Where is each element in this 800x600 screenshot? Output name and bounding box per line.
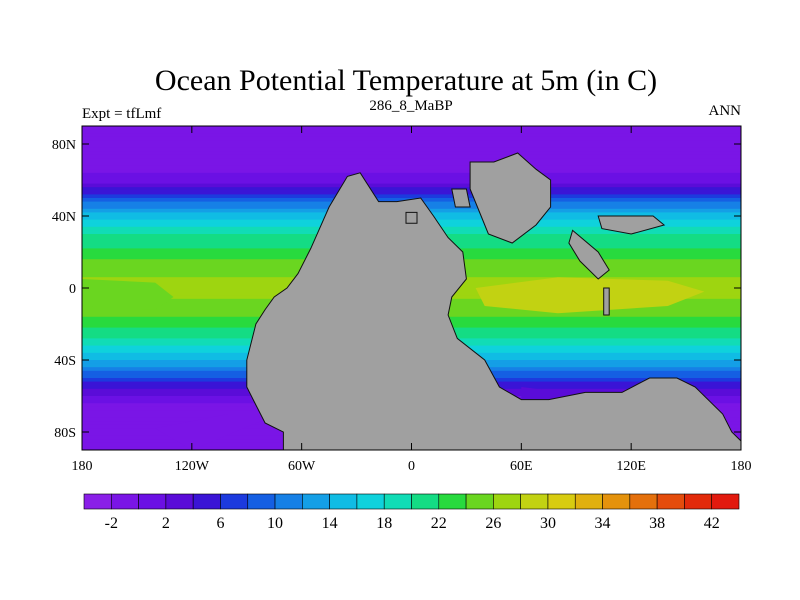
colorbar-swatch: [465, 493, 494, 510]
colorbar-swatch: [574, 493, 603, 510]
temperature-band: [82, 187, 741, 192]
colorbar-tick-label: 26: [485, 515, 501, 532]
colorbar-swatch: [329, 493, 358, 510]
temperature-band: [82, 154, 741, 159]
x-tick-label: 120E: [616, 459, 646, 474]
colorbar: [83, 493, 740, 510]
colorbar-tick-label: 38: [649, 515, 665, 532]
colorbar-swatch: [547, 493, 576, 510]
island-equator: [603, 287, 610, 316]
temperature-band: [82, 147, 741, 152]
colorbar-tick-label: 34: [595, 515, 611, 532]
island-north: [451, 188, 471, 208]
colorbar-swatch: [247, 493, 276, 510]
colorbar-tick-label: 2: [162, 515, 170, 532]
colorbar-tick-label: -2: [105, 515, 118, 532]
colorbar-tick-label: 42: [704, 515, 720, 532]
colorbar-swatch: [602, 493, 631, 510]
colorbar-tick-label: 14: [322, 515, 338, 532]
temperature-band: [82, 144, 741, 149]
temperature-band: [82, 165, 741, 170]
season-label: ANN: [709, 103, 742, 119]
x-tick-label: 60E: [510, 459, 533, 474]
southern-ice-coast: [155, 414, 284, 450]
colorbar-tick-label: 30: [540, 515, 556, 532]
temperature-band: [82, 140, 741, 145]
colorbar-tick-label: 10: [267, 515, 283, 532]
colorbar-swatch: [302, 493, 330, 510]
colorbar-swatch: [656, 493, 685, 510]
island-east: [597, 215, 666, 235]
land-mask: [246, 152, 741, 450]
temperature-band: [82, 136, 741, 141]
colorbar-tick-label: 18: [376, 515, 392, 532]
colorbar-swatch: [192, 493, 221, 510]
experiment-label: Expt = tfLmf: [82, 106, 161, 122]
pangaea-main: [246, 172, 741, 450]
temperature-band: [82, 169, 741, 174]
colorbar-swatch: [383, 493, 412, 510]
y-tick-label: 40N: [52, 210, 76, 225]
laurasia-north: [469, 152, 552, 244]
island-northwest: [405, 211, 418, 224]
colorbar-swatch: [274, 493, 303, 510]
colorbar-tick-label: 22: [431, 515, 447, 532]
temperature-band: [82, 158, 741, 163]
y-tick-label: 80S: [54, 426, 76, 441]
colorbar-swatch: [110, 493, 139, 510]
colorbar-swatch: [138, 493, 167, 510]
temperature-band: [82, 180, 741, 185]
temperature-band: [82, 194, 741, 199]
west-pacific-band: [82, 279, 174, 310]
x-tick-label: 180: [72, 459, 93, 474]
y-tick-label: 40S: [54, 354, 76, 369]
y-tick-label: 0: [69, 282, 76, 297]
colorbar-swatch: [493, 493, 521, 510]
x-axis: 180 120W 60W 0 60E 120E 180: [72, 126, 752, 474]
chart-title: Ocean Potential Temperature at 5m (in C): [155, 64, 657, 97]
colorbar-swatch: [165, 493, 194, 510]
x-tick-label: 60W: [288, 459, 316, 474]
temperature-band: [82, 133, 741, 138]
temperature-band: [82, 176, 741, 181]
colorbar-labels: -2 2 6 10 14 18 22 26 30 34 38 42: [105, 515, 720, 532]
colorbar-tick-label: 6: [216, 515, 224, 532]
colorbar-swatch: [438, 493, 467, 510]
period-label: 286_8_MaBP: [369, 98, 452, 114]
east-peninsula: [568, 229, 610, 280]
x-tick-label: 0: [408, 459, 415, 474]
colorbar-swatch: [520, 493, 549, 510]
temperature-band: [82, 190, 741, 195]
colorbar-swatch: [684, 493, 713, 510]
x-tick-label: 180: [731, 459, 752, 474]
colorbar-swatch: [629, 493, 658, 510]
colorbar-swatch: [356, 493, 385, 510]
colorbar-swatch: [711, 493, 740, 510]
x-tick-label: 120W: [175, 459, 210, 474]
temperature-band: [82, 172, 741, 177]
temperature-band: [82, 162, 741, 167]
colorbar-swatch: [220, 493, 249, 510]
colorbar-swatch: [411, 493, 440, 510]
temperature-band: [82, 151, 741, 156]
y-axis: 80N 40N 0 40S 80S: [52, 138, 741, 441]
colorbar-swatch: [83, 493, 112, 510]
y-tick-label: 80N: [52, 138, 76, 153]
temperature-band: [82, 183, 741, 188]
tethys-warm: [475, 277, 705, 314]
